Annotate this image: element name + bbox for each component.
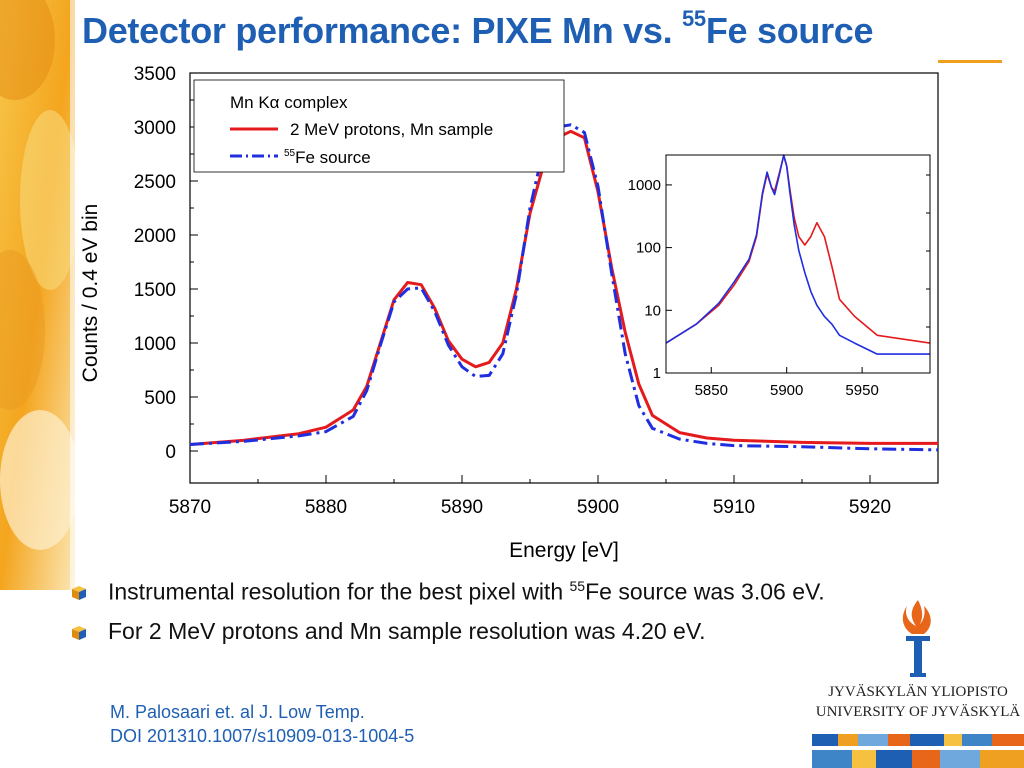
y-tick-label: 3000 xyxy=(134,118,176,139)
inset-frame xyxy=(665,154,931,374)
series-line-fe-source xyxy=(189,123,939,452)
x-tick-label: 5900 xyxy=(577,497,619,518)
y-axis-label: Counts / 0.4 eV bin xyxy=(79,204,102,383)
legend-item-fe-name: Fe source xyxy=(295,148,371,167)
color-stripe xyxy=(812,734,1024,768)
inset-y-tick-label: 1 xyxy=(653,365,661,382)
plot-frame xyxy=(189,72,939,484)
x-tick-label: 5870 xyxy=(169,497,211,518)
chart: 5870 5880 5890 5900 5910 5920 0 500 1000 1500 2000… xyxy=(79,64,939,562)
slide-title: Detector performance: PIXE Mn vs. 55Fe s… xyxy=(82,6,874,52)
legend-title: Mn Kα complex xyxy=(230,93,348,112)
main-series xyxy=(189,123,939,452)
citation-line-1: M. Palosaari et. al J. Low Temp. xyxy=(110,702,365,722)
title-underline xyxy=(938,60,1002,63)
inset-x-tick-label: 5950 xyxy=(845,382,878,399)
inset-y-tick-label: 1000 xyxy=(628,177,661,194)
inset-series xyxy=(665,154,931,355)
x-tick-label: 5880 xyxy=(305,497,347,518)
title-superscript: 55 xyxy=(681,6,706,31)
y-tick-label: 1000 xyxy=(134,334,176,355)
x-tick-label: 5910 xyxy=(713,497,755,518)
bullet-text: For 2 MeV protons and Mn sample resoluti… xyxy=(108,618,706,644)
main-axes: 5870 5880 5890 5900 5910 5920 0 500 1000 1500 2000… xyxy=(134,64,891,518)
cube-bullet-icon xyxy=(72,586,86,600)
bullet-item: For 2 MeV protons and Mn sample resoluti… xyxy=(70,618,825,658)
y-tick-label: 2500 xyxy=(134,172,176,193)
logo-line-2: UNIVERSITY OF JYVÄSKYLÄ xyxy=(815,704,1021,720)
bullet-list: Instrumental resolution for the best pix… xyxy=(70,578,825,658)
legend: Mn Kα complex 2 MeV protons, Mn sample 5… xyxy=(193,79,565,173)
inset-x-tick-label: 5900 xyxy=(770,382,803,399)
bullet-text-tail: Fe source was 3.06 eV. xyxy=(585,578,825,605)
torch-icon xyxy=(902,600,931,677)
university-logo: JYVÄSKYLÄN YLIOPISTO UNIVERSITY OF JYVÄS… xyxy=(812,598,1024,768)
inset-series-line-fe-source xyxy=(665,154,930,355)
legend-item-fe-sup: 55 xyxy=(284,148,296,159)
y-tick-label: 500 xyxy=(144,388,176,409)
citation-line-2: DOI 201310.1007/s10909-013-1004-5 xyxy=(110,726,415,746)
bullet-text: Instrumental resolution for the best pix… xyxy=(108,578,570,605)
inset-x-tick-label: 5850 xyxy=(695,382,728,399)
bullet-item: Instrumental resolution for the best pix… xyxy=(70,578,825,618)
inset-axes: 5850 5900 5950 1 10 100 1000 xyxy=(628,174,930,399)
title-tail: Fe source xyxy=(705,10,874,51)
bullet-sup: 55 xyxy=(569,578,586,594)
logo-line-1: JYVÄSKYLÄN YLIOPISTO xyxy=(828,684,1008,700)
inset-background xyxy=(666,155,930,373)
inset-y-tick-label: 10 xyxy=(644,302,661,319)
y-tick-label: 2000 xyxy=(134,226,176,247)
x-tick-label: 5890 xyxy=(441,497,483,518)
y-tick-label: 0 xyxy=(165,442,176,463)
inset-y-tick-label: 100 xyxy=(636,240,661,257)
title-text: Detector performance: PIXE Mn vs. xyxy=(82,10,682,51)
x-axis-label: Energy [eV] xyxy=(509,539,619,562)
flower-decoration xyxy=(0,0,75,590)
cube-bullet-icon xyxy=(72,626,86,640)
y-tick-label: 3500 xyxy=(134,64,176,85)
y-tick-label: 1500 xyxy=(134,280,176,301)
legend-item-fe: 55Fe source xyxy=(284,148,371,167)
citation: M. Palosaari et. al J. Low Temp. DOI 201… xyxy=(110,700,414,748)
x-tick-label: 5920 xyxy=(849,497,891,518)
legend-item-mn: 2 MeV protons, Mn sample xyxy=(290,120,493,139)
